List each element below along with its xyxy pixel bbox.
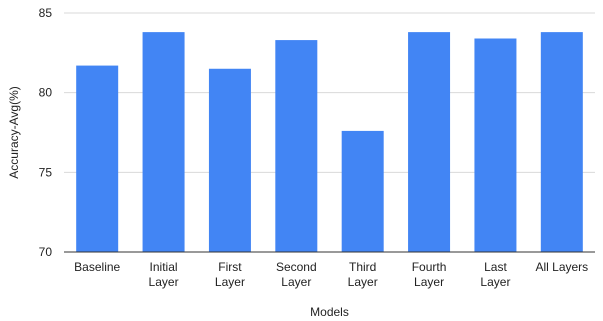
x-tick-label: Layer xyxy=(149,275,179,289)
x-tick-label: Second xyxy=(276,260,317,274)
x-tick-label: Last xyxy=(484,260,507,274)
x-tick-label: First xyxy=(218,260,242,274)
x-tick-label: Fourth xyxy=(412,260,447,274)
y-tick-label: 75 xyxy=(39,165,53,179)
bar xyxy=(540,32,583,253)
bar xyxy=(76,65,119,252)
x-axis-ticks: Baseline InitialLayerFirstLayerSecondLaye… xyxy=(74,260,588,289)
y-tick-label: 70 xyxy=(39,245,53,259)
x-tick-label: Layer xyxy=(480,275,510,289)
x-tick-label: Layer xyxy=(414,275,444,289)
bar xyxy=(275,40,318,252)
y-tick-label: 80 xyxy=(39,86,53,100)
x-tick-label: Initial xyxy=(150,260,178,274)
bars xyxy=(76,32,583,253)
bar xyxy=(142,32,185,253)
y-tick-label: 85 xyxy=(39,6,53,20)
bar xyxy=(341,130,384,252)
x-tick-label: Layer xyxy=(348,275,378,289)
x-tick-label: All Layers xyxy=(535,260,588,274)
x-tick-label: Layer xyxy=(215,275,245,289)
bar xyxy=(474,38,517,252)
y-axis-ticks: 70 75 80 85 xyxy=(39,6,53,259)
bar xyxy=(408,32,451,253)
y-axis-title: Accuracy-Avg(%) xyxy=(7,86,21,178)
x-tick-label: Baseline xyxy=(74,260,120,274)
x-tick-label: Layer xyxy=(281,275,311,289)
x-axis-title: Models xyxy=(310,305,349,319)
x-tick-label: Third xyxy=(349,260,376,274)
bar xyxy=(208,68,251,253)
